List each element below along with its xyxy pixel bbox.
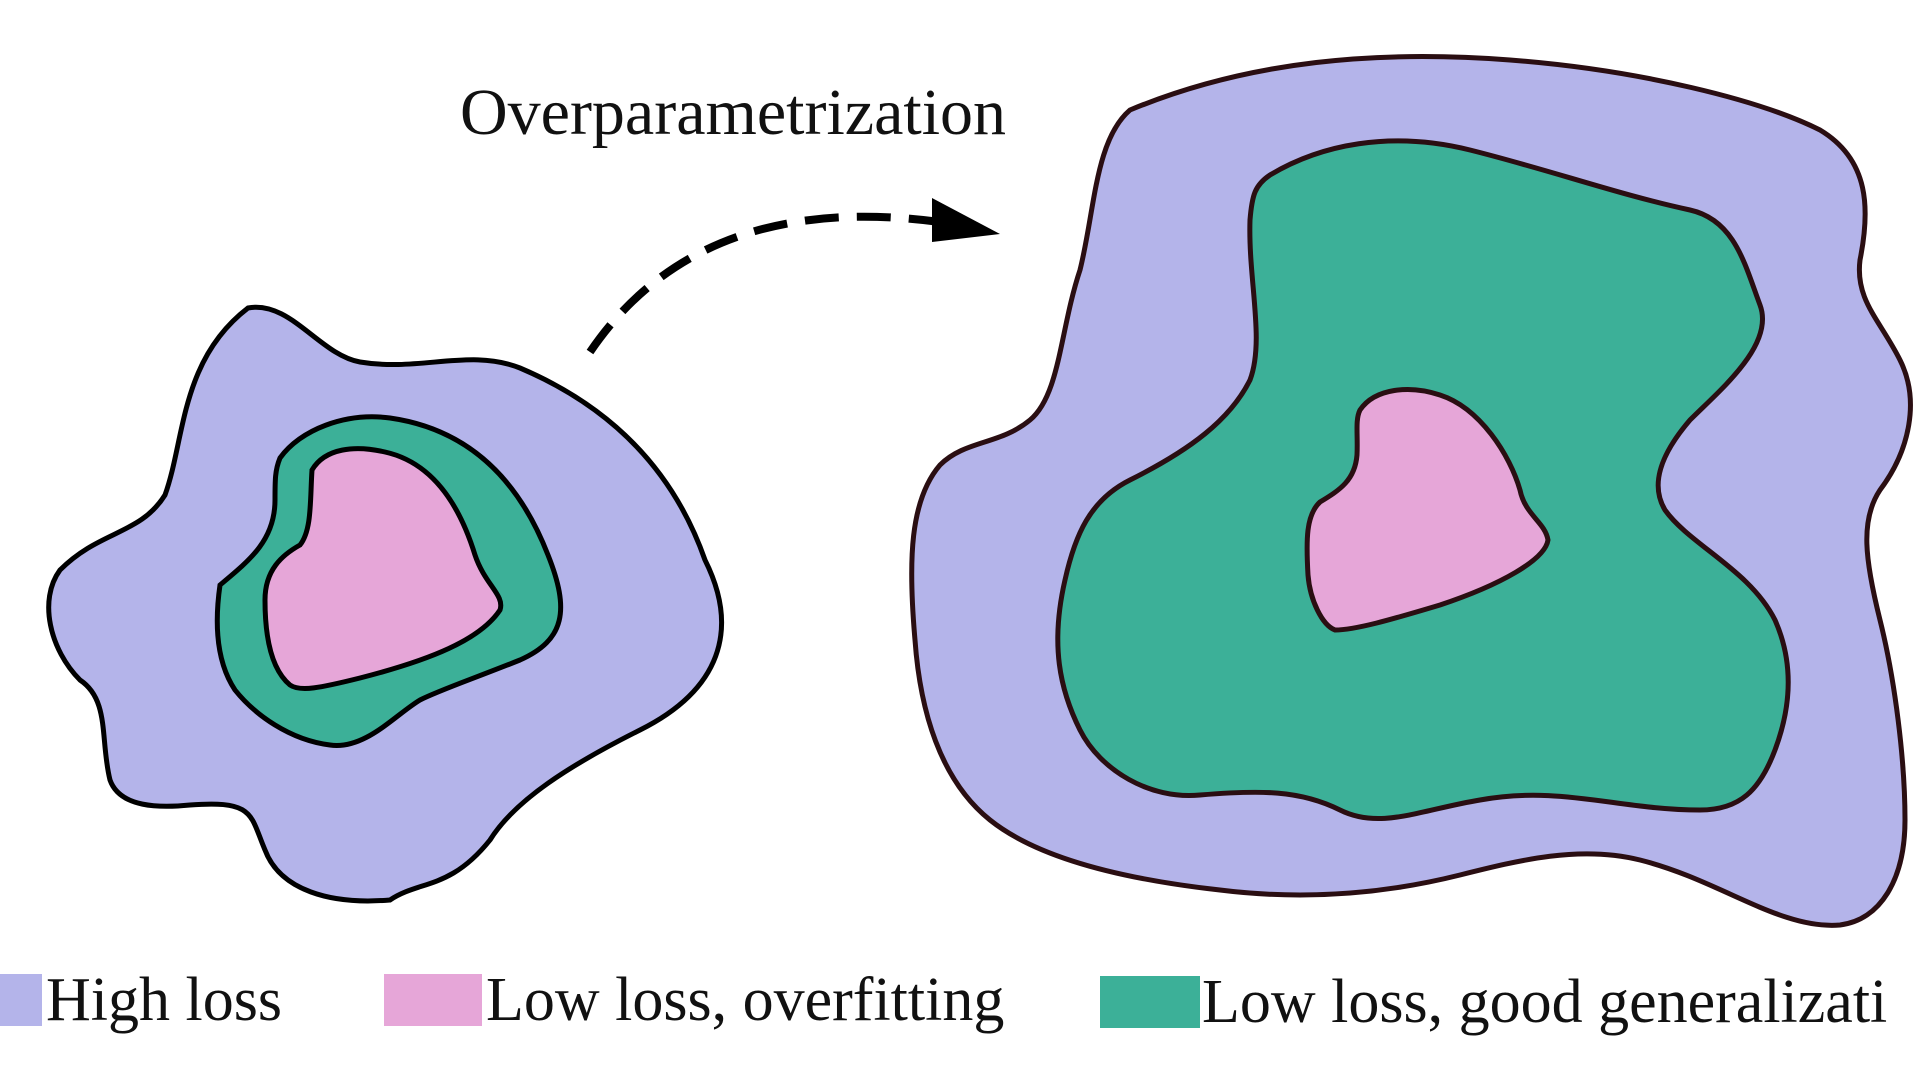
legend-swatch-high-loss	[0, 974, 42, 1026]
large-overfitting-region	[1304, 387, 1551, 633]
legend-label-high-loss: High loss	[46, 966, 282, 1034]
legend-swatch-overfitting	[384, 974, 482, 1026]
small-loss-landscape	[46, 304, 725, 904]
legend-label-overfitting: Low loss, overfitting	[486, 966, 1004, 1034]
legend-item-overfitting: Low loss, overfitting	[384, 966, 1004, 1034]
legend-label-good-generalization: Low loss, good generalizati	[1202, 968, 1887, 1036]
title: Overparametrization	[460, 76, 1006, 149]
legend-item-high-loss: High loss	[0, 966, 282, 1034]
legend-swatch-good-generalization	[1100, 976, 1200, 1028]
small-overfitting-region	[262, 446, 504, 692]
large-loss-landscape	[909, 54, 1913, 928]
legend: High loss Low loss, overfitting Low loss…	[0, 966, 1887, 1036]
legend-item-good-generalization: Low loss, good generalizati	[1100, 968, 1887, 1036]
arrow-head	[932, 198, 1000, 242]
overparametrization-arrow	[586, 212, 941, 355]
